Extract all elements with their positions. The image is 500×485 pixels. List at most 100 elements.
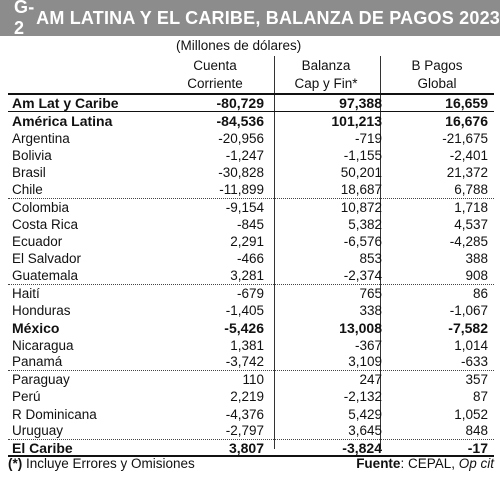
table-row: Bolivia -1,247 -1,155 -2,401 xyxy=(8,147,494,164)
b-pagos-value: 908 xyxy=(465,268,488,284)
cuenta-corriente-value: 2,219 xyxy=(230,389,264,405)
balanza-value: 247 xyxy=(359,372,382,388)
figure-code: G-2 xyxy=(14,0,35,38)
country-name: Argentina xyxy=(12,130,70,146)
balanza-value: 765 xyxy=(359,285,382,301)
country-name: Honduras xyxy=(12,303,71,319)
country-name: México xyxy=(12,319,60,336)
column-header-line1: B Pagos xyxy=(411,58,463,73)
table-row: Ecuador 2,291 -6,576 -4,285 xyxy=(8,233,494,250)
column-header-line2: Cap y Fin* xyxy=(294,76,358,91)
table-row: Panamá -3,742 3,109 -633 xyxy=(8,354,494,371)
footnote-mark: (*) xyxy=(8,456,23,471)
balanza-value: -1,155 xyxy=(343,147,382,163)
source-label: Fuente xyxy=(356,456,401,471)
b-pagos-value: 1,052 xyxy=(454,406,488,422)
balanza-value: 97,388 xyxy=(339,95,382,112)
country-name: Costa Rica xyxy=(12,216,79,232)
country-name: Brasil xyxy=(12,165,46,181)
table-row: Perú 2,219 -2,132 87 xyxy=(8,388,494,405)
balanza-value: -719 xyxy=(354,130,382,146)
column-header-line2: Global xyxy=(417,76,457,91)
b-pagos-value: -7,582 xyxy=(448,319,488,336)
table-row: América Latina -84,536 101,213 16,676 xyxy=(8,112,494,129)
table-row: Paraguay 110 247 357 xyxy=(8,371,494,388)
b-pagos-value: -17 xyxy=(467,439,488,456)
table-row: Argentina -20,956 -719 -21,675 xyxy=(8,130,494,147)
table-row: Costa Rica -845 5,382 4,537 xyxy=(8,216,494,233)
cuenta-corriente-value: -30,828 xyxy=(218,165,264,181)
footnote-text: Incluye Errores y Omisiones xyxy=(22,456,195,471)
b-pagos-value: 388 xyxy=(465,251,488,267)
b-pagos-value: 848 xyxy=(465,423,488,439)
table-row: Guatemala 3,281 -2,374 908 xyxy=(8,268,494,285)
country-name: Chile xyxy=(12,181,43,197)
country-name: R Dominicana xyxy=(12,406,97,422)
column-header-line2: Corriente xyxy=(187,76,243,91)
b-pagos-value: 6,788 xyxy=(454,181,488,197)
cuenta-corriente-value: 2,291 xyxy=(230,234,264,250)
country-name: Bolivia xyxy=(12,147,52,163)
table-row: Am Lat y Caribe -80,729 97,388 16,659 xyxy=(8,95,494,113)
country-name: Perú xyxy=(12,389,41,405)
balanza-value: 13,008 xyxy=(339,319,382,336)
source-italic: Op cit xyxy=(458,456,494,471)
balanza-value: -3,824 xyxy=(342,439,382,456)
country-name: Panamá xyxy=(12,354,63,370)
b-pagos-value: 357 xyxy=(465,372,488,388)
cuenta-corriente-value: -80,729 xyxy=(216,95,264,112)
table-row: Colombia -9,154 10,872 1,718 xyxy=(8,199,494,216)
cuenta-corriente-value: 1,381 xyxy=(230,337,264,353)
balanza-value: 50,201 xyxy=(340,165,382,181)
table-row: Haití -679 765 86 xyxy=(8,285,494,302)
column-divider xyxy=(380,56,381,449)
figure-banner: G-2 AM LATINA Y EL CARIBE, BALANZA DE PA… xyxy=(0,0,500,38)
balanza-value: 5,429 xyxy=(348,406,382,422)
b-pagos-value: 86 xyxy=(472,285,488,301)
country-name: El Salvador xyxy=(12,251,82,267)
table-row: México -5,426 13,008 -7,582 xyxy=(8,319,494,336)
cuenta-corriente-value: 3,281 xyxy=(230,268,264,284)
balanza-value: -2,374 xyxy=(343,268,382,284)
b-pagos-value: -4,285 xyxy=(449,234,488,250)
balanza-value: 18,687 xyxy=(340,181,382,197)
cuenta-corriente-value: -679 xyxy=(236,285,264,301)
b-pagos-value: -633 xyxy=(460,354,488,370)
country-name: América Latina xyxy=(12,112,113,129)
column-header-balanza: Balanza Cap y Fin* xyxy=(281,57,371,93)
column-header-b-pagos: B Pagos Global xyxy=(392,57,482,93)
country-name: Uruguay xyxy=(12,423,64,439)
footer: (*) Incluye Errores y Omisiones Fuente: … xyxy=(8,456,494,471)
cuenta-corriente-value: -3,742 xyxy=(225,354,264,370)
source-text: : CEPAL, xyxy=(400,456,459,471)
table-row: R Dominicana -4,376 5,429 1,052 xyxy=(8,406,494,423)
b-pagos-value: 4,537 xyxy=(454,216,488,232)
country-name: Am Lat y Caribe xyxy=(12,95,119,112)
balanza-value: -367 xyxy=(354,337,382,353)
cuenta-corriente-value: -5,426 xyxy=(224,319,264,336)
cuenta-corriente-value: -2,797 xyxy=(225,423,264,439)
balanza-value: 853 xyxy=(359,251,382,267)
cuenta-corriente-value: -84,536 xyxy=(216,112,264,129)
country-name: Ecuador xyxy=(12,234,63,250)
country-name: Colombia xyxy=(12,199,70,215)
balanza-value: 5,382 xyxy=(348,216,382,232)
figure-title: AM LATINA Y EL CARIBE, BALANZA DE PAGOS … xyxy=(36,7,500,28)
cuenta-corriente-value: -9,154 xyxy=(225,199,264,215)
table-row: Brasil -30,828 50,201 21,372 xyxy=(8,164,494,181)
balanza-value: 3,645 xyxy=(348,423,382,439)
table-row: Uruguay -2,797 3,645 848 xyxy=(8,423,494,440)
cuenta-corriente-value: -11,899 xyxy=(219,181,264,197)
b-pagos-value: 16,676 xyxy=(445,112,488,129)
country-name: Paraguay xyxy=(12,372,70,388)
cuenta-corriente-value: 110 xyxy=(242,372,264,388)
b-pagos-value: -21,675 xyxy=(442,130,488,146)
cuenta-corriente-value: -1,247 xyxy=(225,147,264,163)
table-row: El Caribe 3,807 -3,824 -17 xyxy=(8,439,494,458)
cuenta-corriente-value: -845 xyxy=(236,216,264,232)
country-name: Nicaragua xyxy=(12,337,74,353)
b-pagos-value: 1,014 xyxy=(454,337,488,353)
b-pagos-value: 21,372 xyxy=(446,165,488,181)
column-header-line1: Balanza xyxy=(301,58,351,73)
balanza-value: 10,872 xyxy=(340,199,382,215)
